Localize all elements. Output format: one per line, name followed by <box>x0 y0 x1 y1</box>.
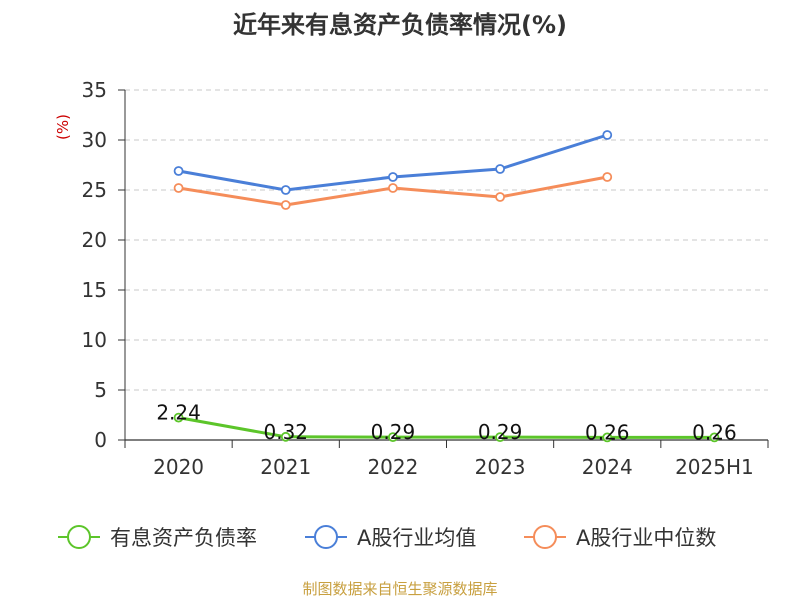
data-point <box>602 172 613 182</box>
legend-marker <box>533 525 557 549</box>
x-tick-label: 2021 <box>260 455 311 479</box>
data-point <box>280 200 291 210</box>
data-point <box>495 432 505 443</box>
data-point <box>388 172 398 182</box>
y-tick-label: 35 <box>82 78 107 102</box>
series-line-0 <box>178 416 715 439</box>
y-tick-label: 25 <box>82 178 107 202</box>
x-tick-label: 2023 <box>475 455 526 479</box>
x-tick-label: 2022 <box>367 455 418 479</box>
data-point <box>280 185 291 195</box>
chart-title: 近年来有息资产负债率情况(%) <box>233 11 567 39</box>
legend-label: A股行业均值 <box>357 526 476 550</box>
data-point <box>602 432 613 443</box>
x-tick-label: 2024 <box>582 455 633 479</box>
y-tick-label: 20 <box>82 228 107 252</box>
data-label: 0.26 <box>692 420 737 444</box>
y-tick-label: 10 <box>82 328 107 352</box>
data-labels: 2.24 0.32 0.29 0.29 0.26 0.26 <box>156 401 736 445</box>
data-point <box>280 431 291 442</box>
data-label: 0.32 <box>263 420 308 444</box>
axes: 0 5 10 15 20 25 30 35 2020 2021 2022 2023 2024 2025H1 <box>82 78 769 479</box>
legend: 有息资产负债率 A股行业均值 A股行业中位数 <box>58 525 716 550</box>
y-tick-label: 30 <box>82 128 107 152</box>
data-point <box>602 130 613 140</box>
x-tick-label: 2020 <box>153 455 204 479</box>
data-label: 0.29 <box>371 420 416 444</box>
x-tick-label: 2025H1 <box>675 455 754 479</box>
data-point <box>173 412 184 423</box>
data-point <box>495 192 505 202</box>
data-point <box>709 432 720 443</box>
data-point <box>495 164 505 174</box>
y-tick-label: 5 <box>94 378 107 402</box>
data-point <box>173 183 184 193</box>
y-tick-label: 15 <box>82 278 107 302</box>
data-label: 2.24 <box>156 401 201 425</box>
legend-label: 有息资产负债率 <box>110 526 257 550</box>
y-axis-unit: (%) <box>54 114 72 140</box>
data-point <box>388 432 398 443</box>
grid-lines <box>125 89 768 391</box>
data-point <box>388 183 398 193</box>
series-lines <box>173 130 720 443</box>
data-point <box>173 166 184 176</box>
legend-marker <box>67 525 91 549</box>
y-tick-label: 0 <box>94 428 107 452</box>
data-label: 0.29 <box>478 420 523 444</box>
source-note: 制图数据来自恒生聚源数据库 <box>302 580 497 598</box>
legend-label: A股行业中位数 <box>576 526 716 550</box>
legend-marker <box>314 525 338 549</box>
data-label: 0.26 <box>585 420 630 444</box>
